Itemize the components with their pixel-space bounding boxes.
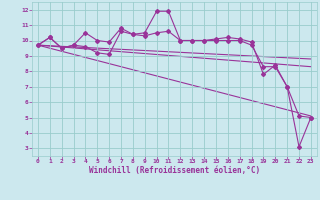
X-axis label: Windchill (Refroidissement éolien,°C): Windchill (Refroidissement éolien,°C) [89,166,260,175]
